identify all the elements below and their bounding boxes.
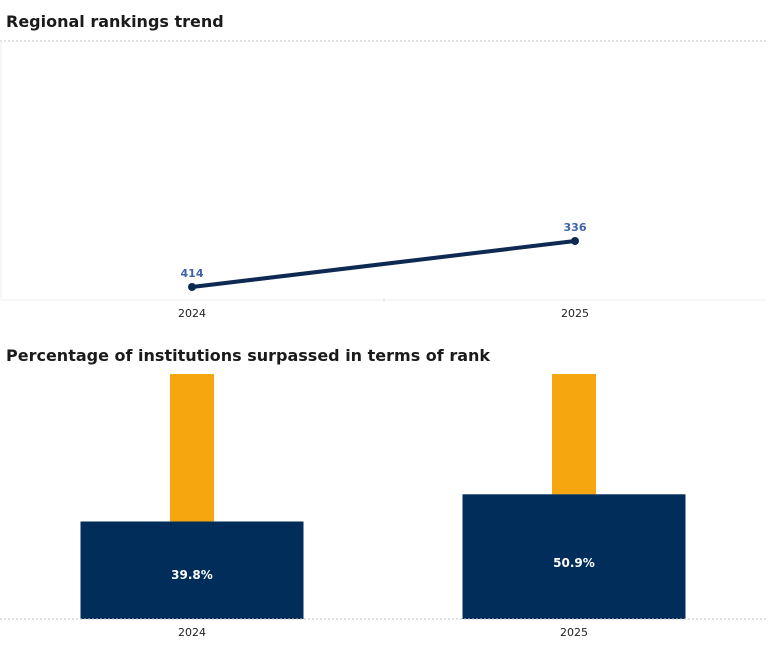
- bar-value-label: 39.8%: [171, 568, 213, 582]
- series-line: [190, 239, 577, 289]
- x-tick-label: 2025: [561, 307, 589, 320]
- x-tick-label: 2024: [178, 307, 206, 320]
- data-point: [571, 237, 579, 245]
- data-label: 414: [181, 267, 204, 280]
- bar-value-label: 50.9%: [553, 556, 595, 570]
- x-tick-label: 2025: [560, 626, 588, 639]
- data-point: [188, 283, 196, 291]
- rank-marker: [552, 374, 596, 495]
- bar: [462, 494, 686, 619]
- x-tick-label: 2024: [178, 626, 206, 639]
- rank-marker: [170, 374, 214, 522]
- bar: [80, 521, 304, 619]
- line-chart: 414 336 2024 2025: [0, 40, 767, 320]
- data-label: 336: [564, 221, 587, 234]
- bar-chart-title: Percentage of institutions surpassed in …: [6, 346, 491, 365]
- line-chart-title: Regional rankings trend: [6, 12, 224, 31]
